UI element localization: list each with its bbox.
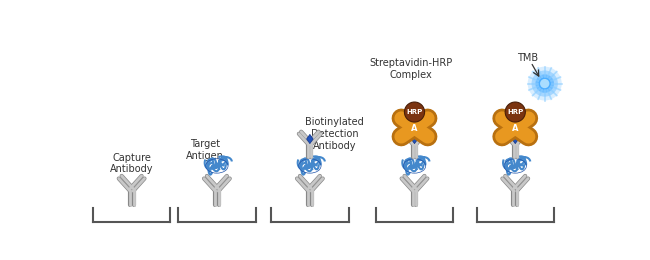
Text: A: A (512, 125, 519, 133)
Text: A: A (411, 125, 418, 133)
Text: HRP: HRP (507, 109, 523, 115)
Polygon shape (307, 134, 313, 144)
Polygon shape (411, 134, 418, 144)
Polygon shape (512, 134, 519, 144)
Circle shape (540, 79, 549, 88)
Circle shape (538, 77, 551, 90)
Circle shape (528, 67, 562, 101)
Circle shape (505, 102, 525, 122)
Text: HRP: HRP (406, 109, 422, 115)
Text: Biotinylated
Detection
Antibody: Biotinylated Detection Antibody (306, 118, 364, 151)
Circle shape (404, 102, 424, 122)
Text: Target
Antigen: Target Antigen (187, 139, 224, 161)
Text: TMB: TMB (517, 53, 538, 63)
Text: Capture
Antibody: Capture Antibody (110, 153, 153, 174)
Circle shape (536, 74, 554, 93)
Circle shape (532, 70, 558, 97)
Text: Streptavidin-HRP
Complex: Streptavidin-HRP Complex (369, 58, 452, 80)
